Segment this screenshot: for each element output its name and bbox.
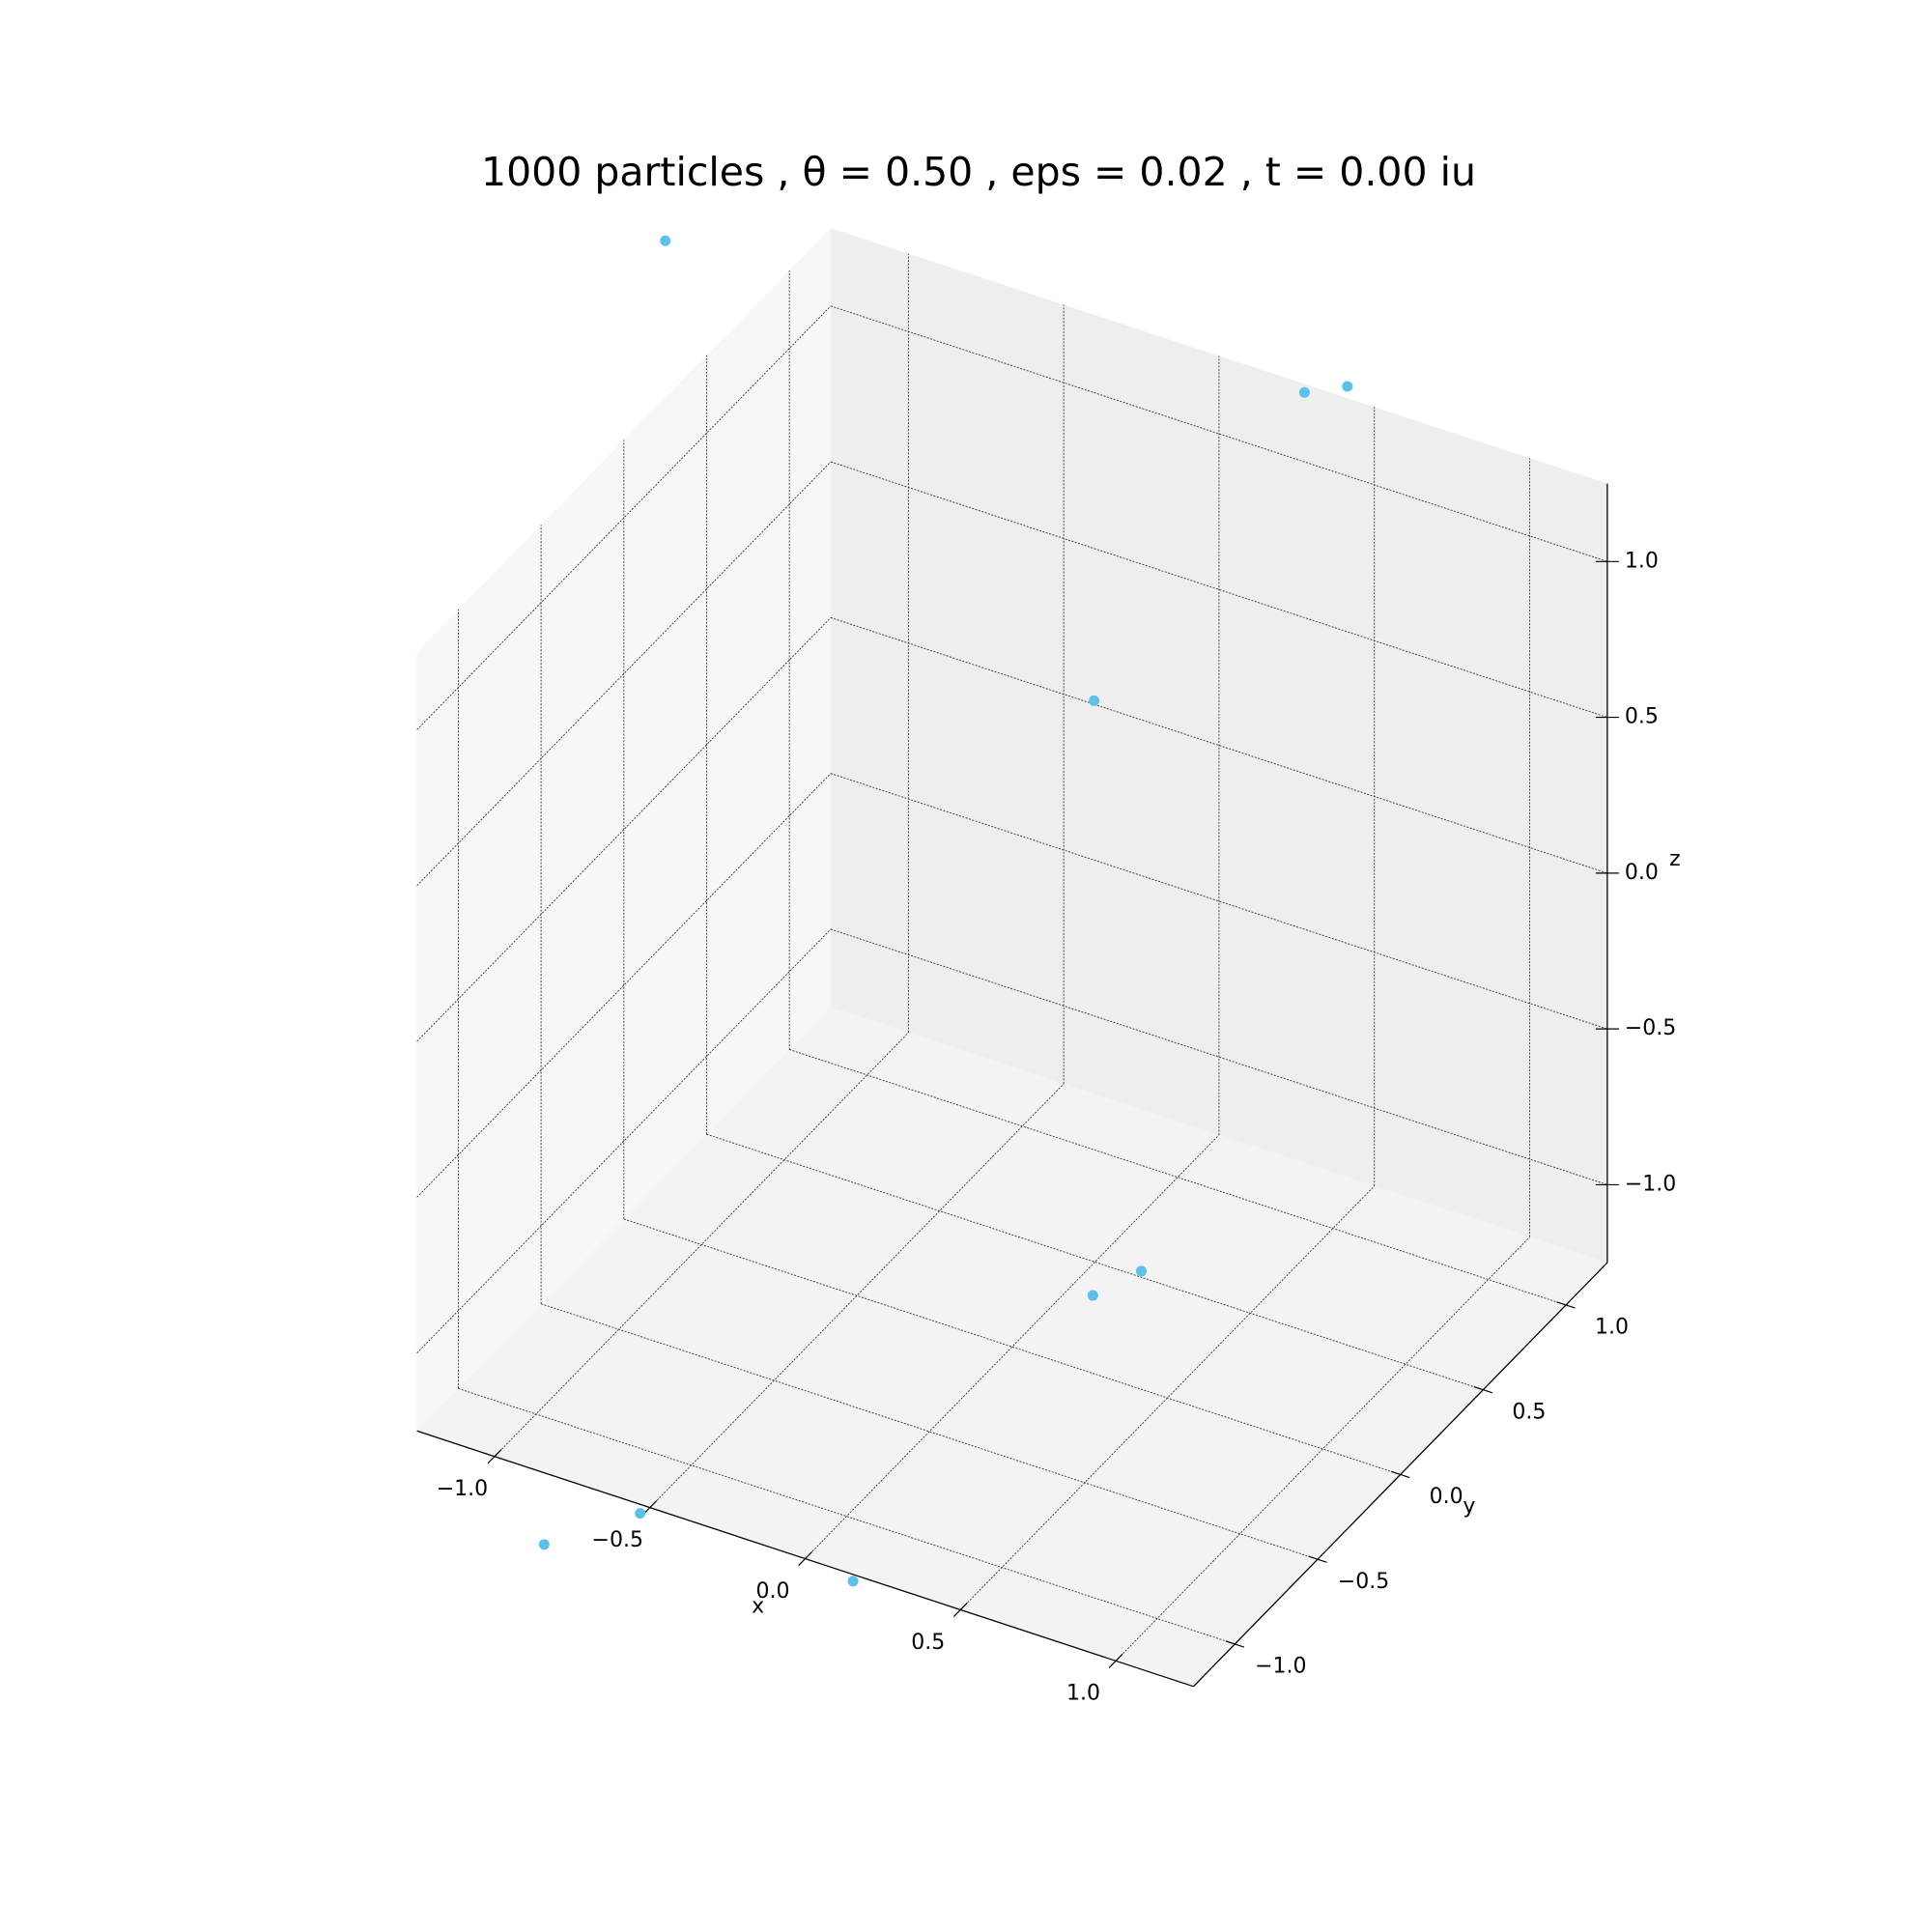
grid-line bbox=[960, 1185, 1376, 1610]
x-tick-label: 0.0 bbox=[756, 1579, 790, 1604]
grid-line bbox=[789, 1049, 1567, 1306]
grid-line bbox=[416, 928, 832, 1353]
y-tick-label: −0.5 bbox=[1338, 1570, 1389, 1594]
data-point bbox=[538, 1539, 550, 1550]
data-point bbox=[1087, 1290, 1098, 1301]
grid-line bbox=[830, 461, 1608, 719]
z-tick-label: −0.5 bbox=[1625, 1016, 1676, 1040]
y-tick-label: 0.0 bbox=[1430, 1485, 1463, 1509]
grid-line bbox=[416, 305, 832, 730]
y-tick-label: −1.0 bbox=[1255, 1655, 1306, 1679]
x-tick-label: −1.0 bbox=[437, 1477, 488, 1501]
x-tick-label: 0.5 bbox=[911, 1631, 945, 1655]
data-point bbox=[635, 1508, 646, 1520]
grid-line bbox=[830, 773, 1608, 1030]
grid-line bbox=[649, 1083, 1065, 1508]
data-point bbox=[847, 1576, 859, 1587]
y-axis-label: y bbox=[1463, 1494, 1475, 1519]
data-point bbox=[1089, 695, 1100, 706]
grid-line bbox=[830, 305, 1608, 562]
grid-line bbox=[494, 1032, 909, 1458]
data-point bbox=[1342, 381, 1353, 392]
data-point bbox=[660, 235, 671, 246]
grid-line bbox=[458, 1387, 1236, 1645]
x-axis-line bbox=[416, 1430, 1194, 1688]
grid-line bbox=[416, 617, 832, 1042]
floor-pane bbox=[416, 1007, 1607, 1687]
grid-line bbox=[540, 1303, 1319, 1560]
x-tick-label: −0.5 bbox=[592, 1528, 643, 1552]
z-tick-label: 0.5 bbox=[1625, 705, 1659, 729]
y-tick-label: 1.0 bbox=[1595, 1316, 1629, 1340]
data-point bbox=[1298, 386, 1310, 398]
grid-line bbox=[706, 1133, 1484, 1391]
z-tick-label: 0.0 bbox=[1625, 861, 1659, 885]
z-tick-label: −1.0 bbox=[1625, 1172, 1676, 1196]
chart-title: 1000 particles , θ = 0.50 , eps = 0.02 ,… bbox=[481, 149, 1476, 195]
grid-line bbox=[1115, 1236, 1530, 1662]
grid-line bbox=[416, 773, 832, 1198]
grid-line bbox=[830, 616, 1608, 874]
grid-line bbox=[830, 928, 1608, 1185]
z-tick-label: 1.0 bbox=[1625, 549, 1659, 573]
z-axis-label: z bbox=[1669, 847, 1681, 871]
data-point bbox=[1135, 1265, 1147, 1277]
y-axis-line bbox=[1193, 1262, 1608, 1688]
grid-line bbox=[416, 461, 832, 887]
grid-line bbox=[623, 1218, 1401, 1475]
y-tick-label: 0.5 bbox=[1512, 1400, 1546, 1424]
x-tick-label: 1.0 bbox=[1066, 1682, 1100, 1706]
grid-line bbox=[805, 1134, 1220, 1559]
x-axis-label: x bbox=[752, 1595, 764, 1619]
